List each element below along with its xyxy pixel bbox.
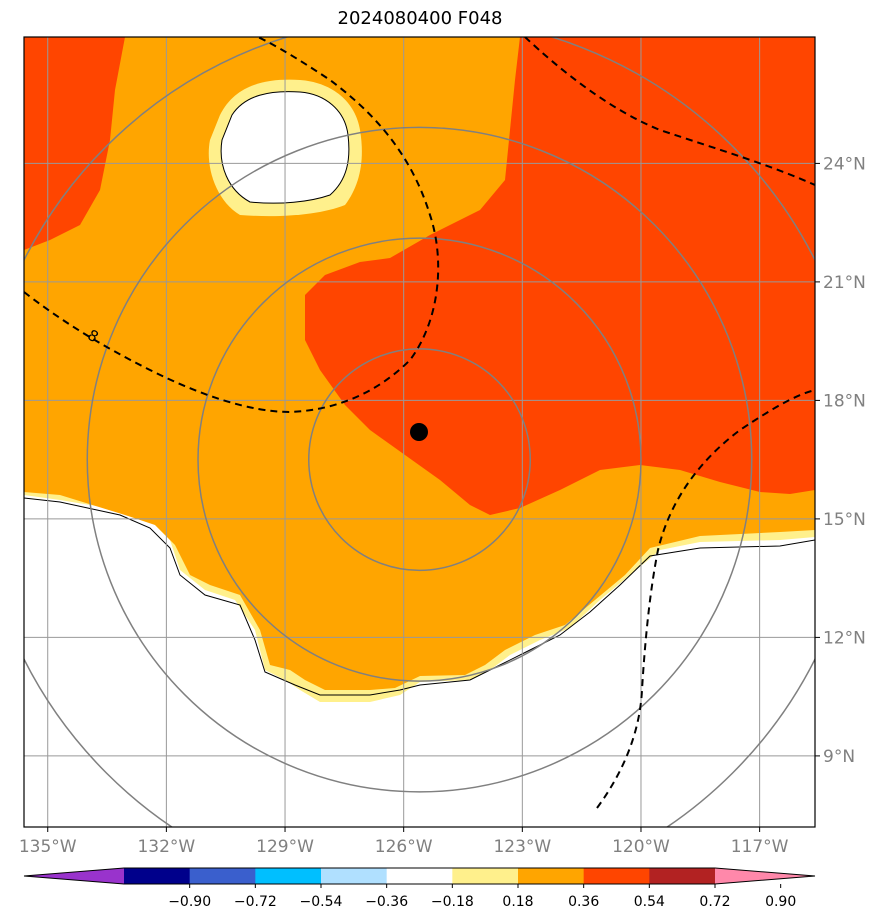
range-ring [197,237,642,682]
colorbar-tick-label: −0.18 [431,894,474,910]
dashed-contours [24,37,815,809]
colorbar-segment [518,868,585,884]
colorbar-segment [255,868,322,884]
colorbar-extend-high [715,868,815,884]
x-tick-label: 135°W [19,837,77,857]
colorbar-segment [386,868,453,884]
colorbar-segment [452,868,519,884]
colorbar-tick-label: −0.36 [365,894,408,910]
colorbar-segment [321,868,388,884]
y-tick-label: 21°N [823,273,866,293]
y-tick-label: 9°N [823,747,855,767]
chart-title: 2024080400 F048 [337,8,503,29]
coast-outline [24,497,815,696]
field-band-0.54-topleft [24,37,125,250]
colorbar-segment [649,868,716,884]
colorbar-segment [583,868,650,884]
y-axis-ticks: 9°N 12°N 15°N 18°N 21°N 24°N [815,154,866,767]
colorbar-tick-label: −0.54 [300,894,343,910]
range-ring [86,126,753,793]
colorbar-outline [23,867,816,885]
colorbar-tick-label: 0.54 [634,894,665,910]
colorbar-extend-low [24,868,124,884]
y-tick-label: 18°N [823,391,866,411]
hole-outline [220,91,350,204]
x-tick-label: 117°W [731,837,789,857]
range-rings [24,37,815,827]
x-tick-label: 132°W [137,837,195,857]
colorbar-segment [124,868,191,884]
map-fields [24,37,815,827]
y-tick-label: 24°N [823,154,866,174]
x-tick-label: 129°W [256,837,314,857]
colorbar-tick-label: 0.90 [765,894,796,910]
x-axis-ticks: 135°W 132°W 129°W 126°W 123°W 120°W 117°W [19,827,789,857]
x-tick-label: 126°W [375,837,433,857]
colorbar-tick-label: −0.72 [234,894,277,910]
dashed-contour-west [24,37,440,414]
dashed-contour-northeast [524,37,815,186]
map-frame [23,36,816,828]
colorbar-tick-label: 0.18 [502,894,533,910]
y-tick-label: 15°N [823,510,866,530]
x-tick-label: 120°W [612,837,670,857]
colorbar-tick-label: −0.90 [168,894,211,910]
x-tick-label: 123°W [493,837,551,857]
colorbar-tick-label: 0.36 [568,894,599,910]
storm-center-marker [410,423,428,441]
colorbar-segment [189,868,256,884]
y-tick-label: 12°N [823,628,866,648]
dashed-contour-southeast [596,389,815,809]
colorbar-tick-label: 0.72 [699,894,730,910]
range-ring [308,348,531,572]
contour-lines [24,91,815,696]
colorbar: −0.90 −0.72 −0.54 −0.36 −0.18 0.18 0.36 0.54 0.7… [23,867,816,910]
field-band-0.54-right [305,37,815,515]
